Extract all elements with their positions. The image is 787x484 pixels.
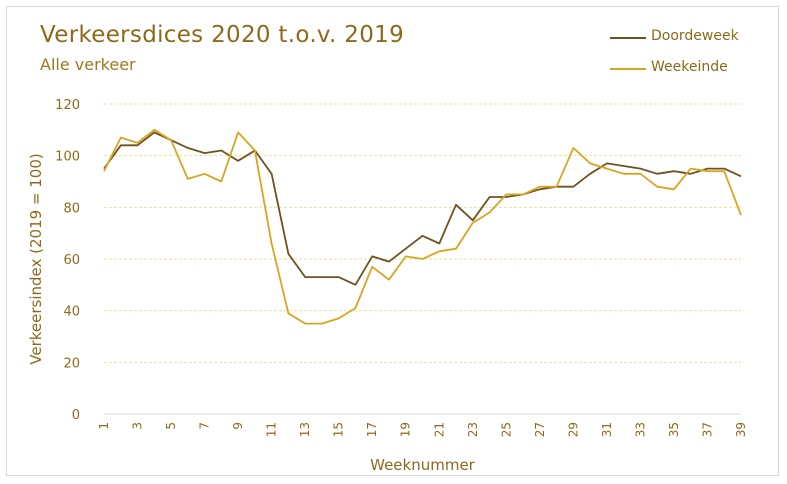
chart-area [6, 6, 779, 476]
y-tick-label: 20 [63, 356, 80, 371]
y-tick-label: 120 [55, 98, 80, 113]
x-tick-labels: 1 3 5 7 9 11 13 15 17 19 21 23 25 27 29 31 33 35 37 39 [97, 422, 748, 437]
series-line-doordeweek [103, 131, 742, 286]
x-tick-label: 15 [332, 422, 346, 437]
y-tick-label: 80 [63, 201, 80, 216]
y-tick-label: 100 [55, 150, 80, 165]
x-tick-label: 7 [198, 422, 212, 430]
x-tick-label: 29 [566, 422, 580, 437]
x-tick-label: 37 [700, 422, 714, 437]
x-tick-label: 25 [499, 422, 513, 437]
gridlines [104, 103, 741, 363]
x-tick-label: 31 [600, 422, 614, 437]
x-tick-label: 19 [399, 422, 413, 437]
x-tick-label: 1 [97, 422, 111, 430]
y-tick-labels: 0 20 40 60 80 100 120 [55, 98, 80, 423]
series-lines [103, 128, 742, 325]
legend-swatch-doordeweek [610, 37, 646, 39]
x-axis-label: Weeknummer [370, 456, 476, 474]
chart-title: Verkeersdices 2020 t.o.v. 2019 [40, 22, 405, 48]
x-tick-label: 21 [432, 422, 446, 437]
x-tick-label: 35 [667, 422, 681, 437]
x-tick-label: 27 [533, 422, 547, 437]
chart-subtitle: Alle verkeer [40, 55, 136, 74]
x-tick-label: 9 [231, 422, 245, 430]
legend-swatch-weekeinde [610, 68, 646, 70]
x-tick-label: 39 [734, 422, 748, 437]
y-tick-label: 40 [63, 305, 80, 320]
x-tick-label: 13 [298, 422, 312, 437]
series-line-weekeinde [103, 128, 742, 325]
x-tick-label: 3 [131, 422, 145, 430]
y-tick-label: 60 [63, 253, 80, 268]
x-tick-label: 23 [466, 422, 480, 437]
x-tick-label: 11 [265, 422, 279, 437]
y-axis-label: Verkeersindex (2019 = 100) [27, 153, 45, 365]
legend-label-doordeweek: Doordeweek [651, 28, 739, 44]
x-tick-label: 5 [164, 422, 178, 430]
y-tick-label: 0 [72, 408, 80, 423]
x-tick-label: 17 [365, 422, 379, 437]
x-tick-label: 33 [633, 422, 647, 437]
legend-label-weekeinde: Weekeinde [651, 59, 728, 75]
